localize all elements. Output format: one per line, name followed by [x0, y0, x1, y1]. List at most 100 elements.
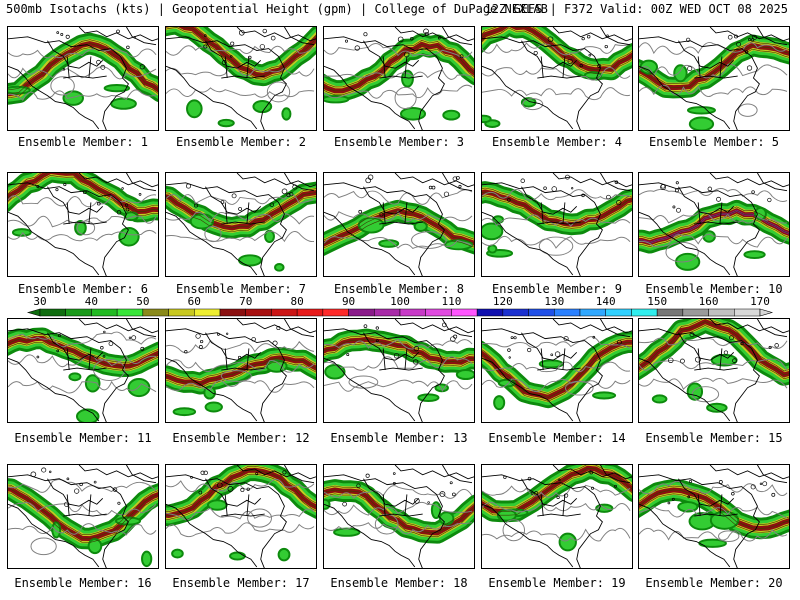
colorbar-tick-label: 30	[33, 295, 47, 308]
ensemble-member-map	[7, 26, 159, 131]
colorbar-tick-label: 50	[136, 295, 150, 308]
ensemble-member-map	[7, 464, 159, 569]
colorbar-tick-label: 150	[647, 295, 668, 308]
isotach-map-svg	[8, 319, 158, 422]
ensemble-member-map	[481, 464, 633, 569]
colorbar-segment	[554, 308, 581, 317]
colorbar-segment	[425, 308, 452, 317]
isotach-map-svg	[166, 173, 316, 276]
colorbar-segment	[399, 308, 426, 317]
ensemble-member-label: Ensemble Member: 9	[491, 282, 623, 296]
ensemble-member-label: Ensemble Member: 6	[17, 282, 149, 296]
header-valid-time: 12Z GEFS | F372 Valid: 00Z WED OCT 08 20…	[484, 2, 788, 16]
colorbar-segment	[322, 308, 349, 317]
ensemble-member-label: Ensemble Member: 3	[333, 135, 465, 149]
colorbar-segment	[631, 308, 658, 317]
ensemble-member-label: Ensemble Member: 10	[645, 282, 783, 296]
ensemble-member-map	[165, 318, 317, 423]
colorbar-tick-label: 40	[84, 295, 99, 308]
isotach-map-svg	[166, 319, 316, 422]
ensemble-member-map	[165, 172, 317, 277]
colorbar-segment	[296, 308, 324, 317]
ensemble-member-label: Ensemble Member: 1	[17, 135, 149, 149]
colorbar-segment	[476, 308, 504, 317]
ensemble-member-label: Ensemble Member: 7	[175, 282, 307, 296]
ensemble-member-map	[165, 26, 317, 131]
colorbar-segment	[708, 308, 735, 317]
colorbar-tick-label: 100	[390, 295, 410, 308]
header-title: 500mb Isotachs (kts) | Geopotential Heig…	[6, 2, 548, 16]
colorbar-segment	[39, 308, 66, 317]
isotach-map-svg	[166, 465, 316, 568]
ensemble-member-map	[165, 464, 317, 569]
ensemble-member-label: Ensemble Member: 11	[14, 431, 152, 445]
isotach-map-svg	[482, 319, 632, 422]
ensemble-member-label: Ensemble Member: 15	[645, 431, 783, 445]
colorbar-segment	[91, 308, 118, 317]
ensemble-member-map	[323, 464, 475, 569]
colorbar-tick-label: 120	[492, 295, 513, 308]
colorbar-tick-label: 90	[341, 295, 356, 308]
ensemble-member-label: Ensemble Member: 18	[330, 576, 468, 590]
colorbar-segment	[116, 308, 144, 317]
colorbar-segment	[168, 308, 195, 317]
ensemble-member-label: Ensemble Member: 4	[491, 135, 623, 149]
ensemble-member-map	[323, 26, 475, 131]
ensemble-member-map	[7, 318, 159, 423]
ensemble-member-label: Ensemble Member: 5	[648, 135, 780, 149]
isotach-map-svg	[482, 173, 632, 276]
colorbar-tick-label: 140	[595, 295, 616, 308]
isotach-map-svg	[166, 27, 316, 130]
colorbar-segment	[605, 308, 632, 317]
colorbar-tick-label: 80	[290, 295, 304, 308]
colorbar-tick-label: 170	[750, 295, 770, 308]
ensemble-member-map	[638, 464, 790, 569]
colorbar-segment	[271, 308, 298, 317]
isotach-map-svg	[639, 27, 789, 130]
colorbar-segment	[682, 308, 709, 317]
colorbar: 30 40 50 60 70 80 90 100 110 120 130 140 150 160 170	[0, 296, 800, 320]
colorbar-segment	[656, 308, 684, 317]
ensemble-member-label: Ensemble Member: 13	[330, 431, 468, 445]
isotach-map-svg	[8, 173, 158, 276]
colorbar-right-arrow	[759, 308, 774, 317]
isotach-map-svg	[482, 27, 632, 130]
isotach-map-svg	[639, 465, 789, 568]
isotach-map-svg	[324, 173, 474, 276]
colorbar-segment	[734, 308, 761, 317]
ensemble-member-map	[638, 318, 790, 423]
isotach-map-svg	[8, 27, 158, 130]
ensemble-member-label: Ensemble Member: 14	[488, 431, 626, 445]
colorbar-segment	[219, 308, 246, 317]
colorbar-segment	[579, 308, 606, 317]
isotach-map-svg	[324, 27, 474, 130]
ensemble-member-map	[323, 318, 475, 423]
ensemble-member-map	[638, 26, 790, 131]
isotach-map-svg	[482, 465, 632, 568]
ensemble-member-label: Ensemble Member: 12	[172, 431, 310, 445]
isotach-map-svg	[324, 319, 474, 422]
ensemble-member-label: Ensemble Member: 2	[175, 135, 307, 149]
colorbar-left-arrow	[26, 308, 41, 317]
colorbar-segment	[502, 308, 529, 317]
ensemble-member-label: Ensemble Member: 16	[14, 576, 152, 590]
colorbar-segment	[451, 308, 478, 317]
colorbar-tick-label: 60	[187, 295, 201, 308]
ensemble-member-label: Ensemble Member: 19	[488, 576, 626, 590]
colorbar-segment	[194, 308, 221, 317]
colorbar-tick-label: 110	[441, 295, 462, 308]
ensemble-member-map	[323, 172, 475, 277]
colorbar-svg	[26, 308, 774, 317]
colorbar-segment	[142, 308, 169, 317]
colorbar-segment	[348, 308, 375, 317]
ensemble-member-map	[481, 318, 633, 423]
colorbar-segment	[245, 308, 272, 317]
ensemble-member-label: Ensemble Member: 8	[333, 282, 465, 296]
colorbar-tick-label: 160	[698, 295, 719, 308]
ensemble-member-map	[481, 26, 633, 131]
colorbar-segment	[65, 308, 92, 317]
ensemble-member-label: Ensemble Member: 20	[645, 576, 783, 590]
colorbar-segment	[374, 308, 401, 317]
isotach-map-svg	[639, 173, 789, 276]
colorbar-tick-label: 70	[239, 295, 253, 308]
